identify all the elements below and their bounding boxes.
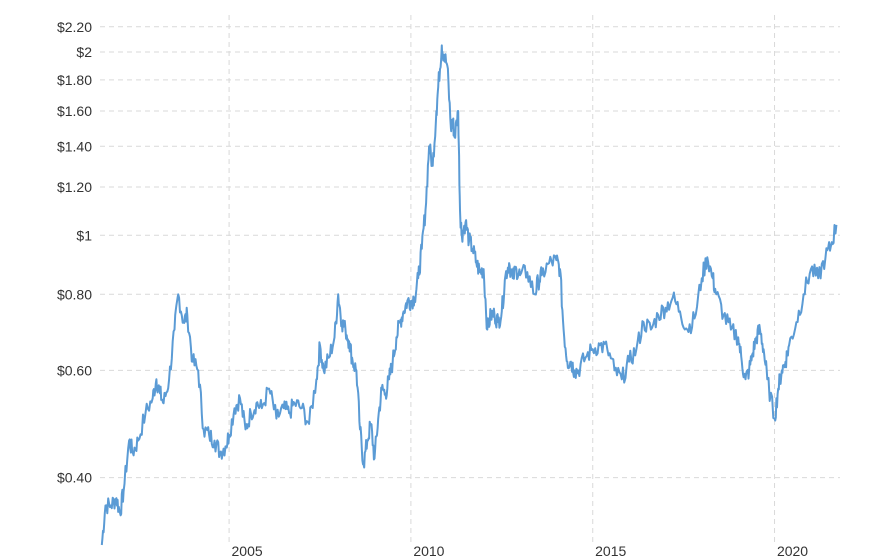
gridlines: [100, 15, 840, 545]
y-tick-label: $1.20: [57, 179, 92, 195]
y-tick-label: $1.40: [57, 138, 92, 154]
series-layer: [100, 44, 838, 546]
x-tick-label: 2015: [595, 543, 626, 559]
x-tick-label: 2010: [413, 543, 444, 559]
y-tick-label: $2: [76, 44, 92, 60]
y-tick-label: $0.60: [57, 362, 92, 378]
y-tick-label: $1: [76, 227, 92, 243]
y-tick-label: $2.20: [57, 19, 92, 35]
y-tick-label: $1.80: [57, 72, 92, 88]
x-tick-label: 2020: [777, 543, 808, 559]
y-tick-label: $1.60: [57, 103, 92, 119]
y-tick-label: $0.40: [57, 470, 92, 486]
series-line: [100, 44, 838, 546]
y-tick-label: $0.80: [57, 286, 92, 302]
x-axis-tick-labels: 2005 2010 2015 2020: [232, 543, 809, 559]
x-tick-label: 2005: [232, 543, 263, 559]
y-axis-tick-labels: $0.40 $0.60 $0.80 $1 $1.20 $1.40 $1.60 $1.80 $2 $…: [57, 19, 92, 486]
